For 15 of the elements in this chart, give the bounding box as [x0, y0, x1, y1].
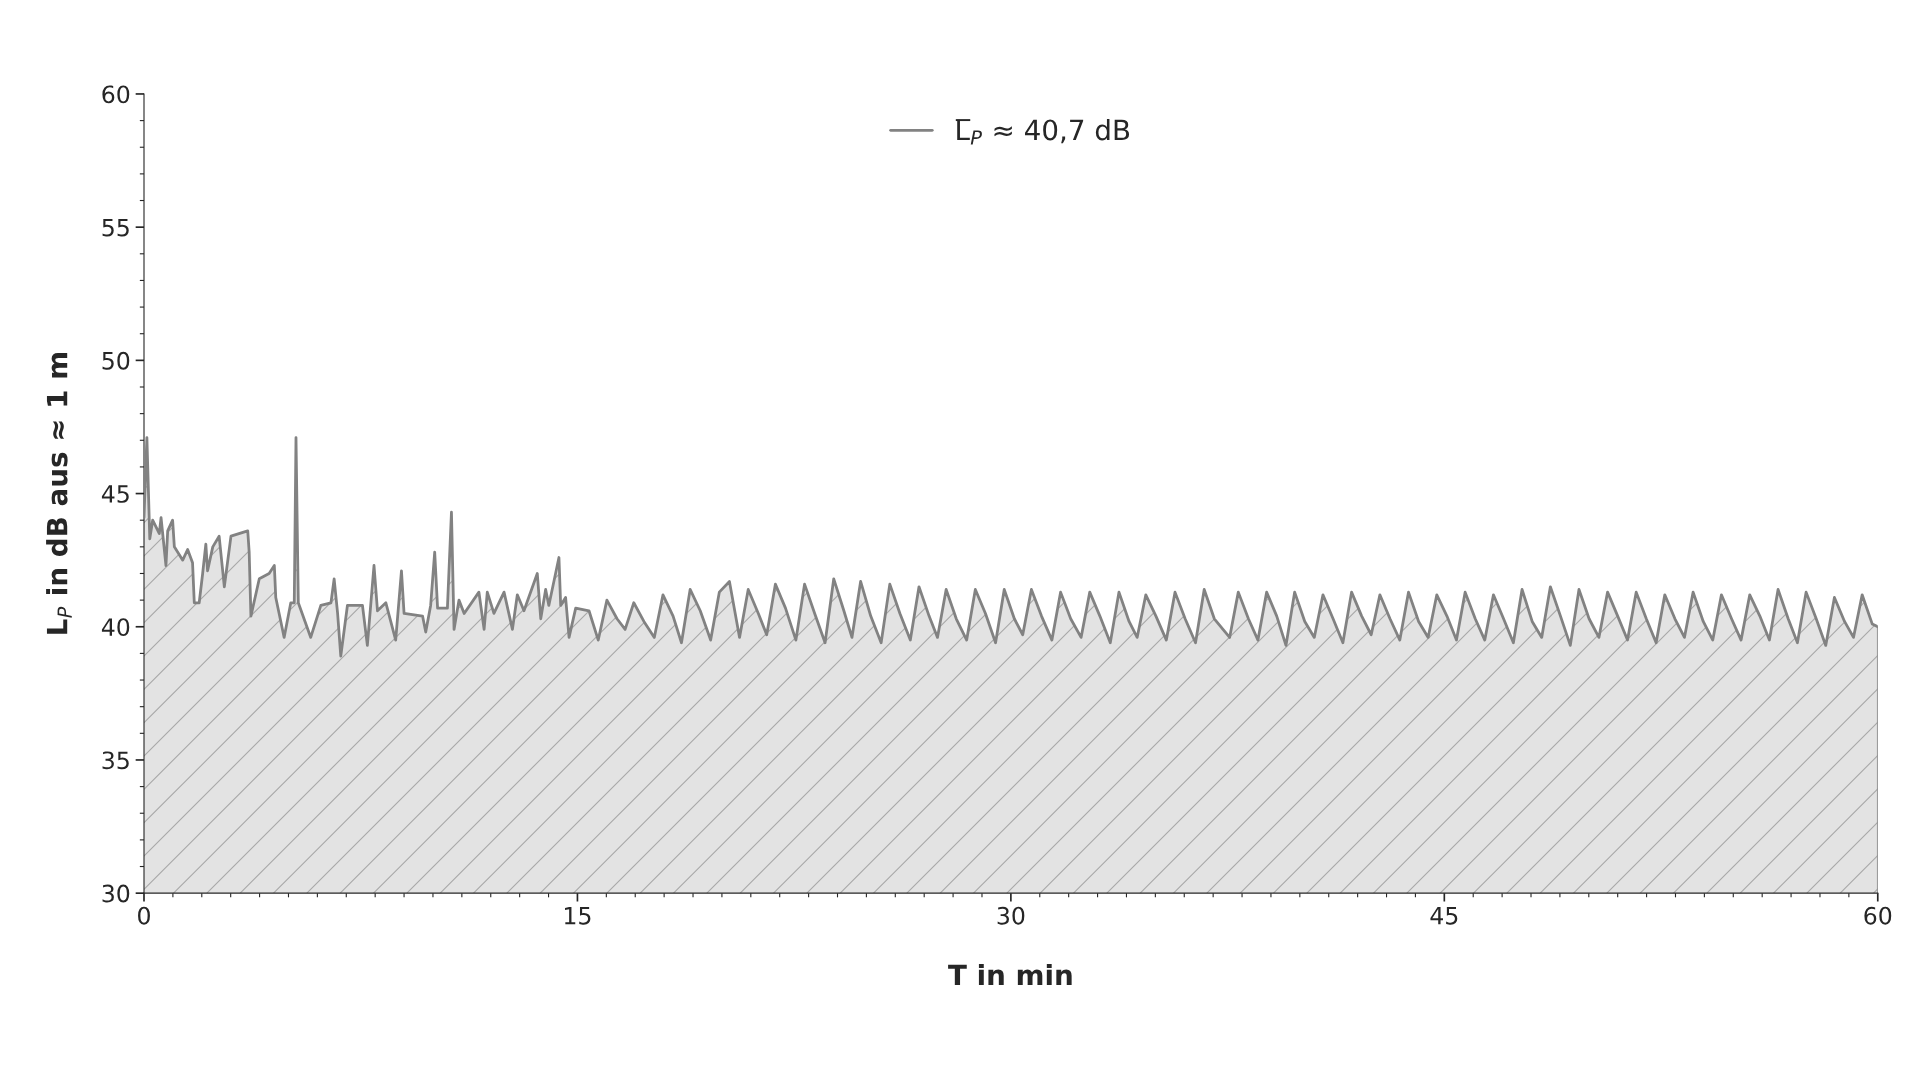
y-tick-label: 50 [102, 351, 130, 370]
y-tick-label: 60 [102, 85, 130, 104]
y-tick-label: 35 [102, 751, 129, 770]
y-tick-label: 45 [101, 485, 129, 503]
x-axis-title: T in min [948, 963, 1072, 986]
x-tick-label: 30 [997, 906, 1025, 925]
x-tick-label: 45 [1430, 907, 1458, 925]
y-tick-label: 40 [101, 618, 130, 637]
x-tick-label: 60 [1864, 906, 1892, 925]
x-tick-label: 0 [138, 906, 150, 925]
y-axis-title: L$_{P}$ in dB aus ≈ 1 m [46, 353, 72, 634]
y-tick-label: 55 [102, 218, 129, 237]
legend-label: L̅$_{P}$ ≈ 40,7 dB [955, 118, 1130, 145]
x-tick-label: 15 [565, 907, 591, 925]
y-tick-label: 30 [102, 884, 130, 903]
